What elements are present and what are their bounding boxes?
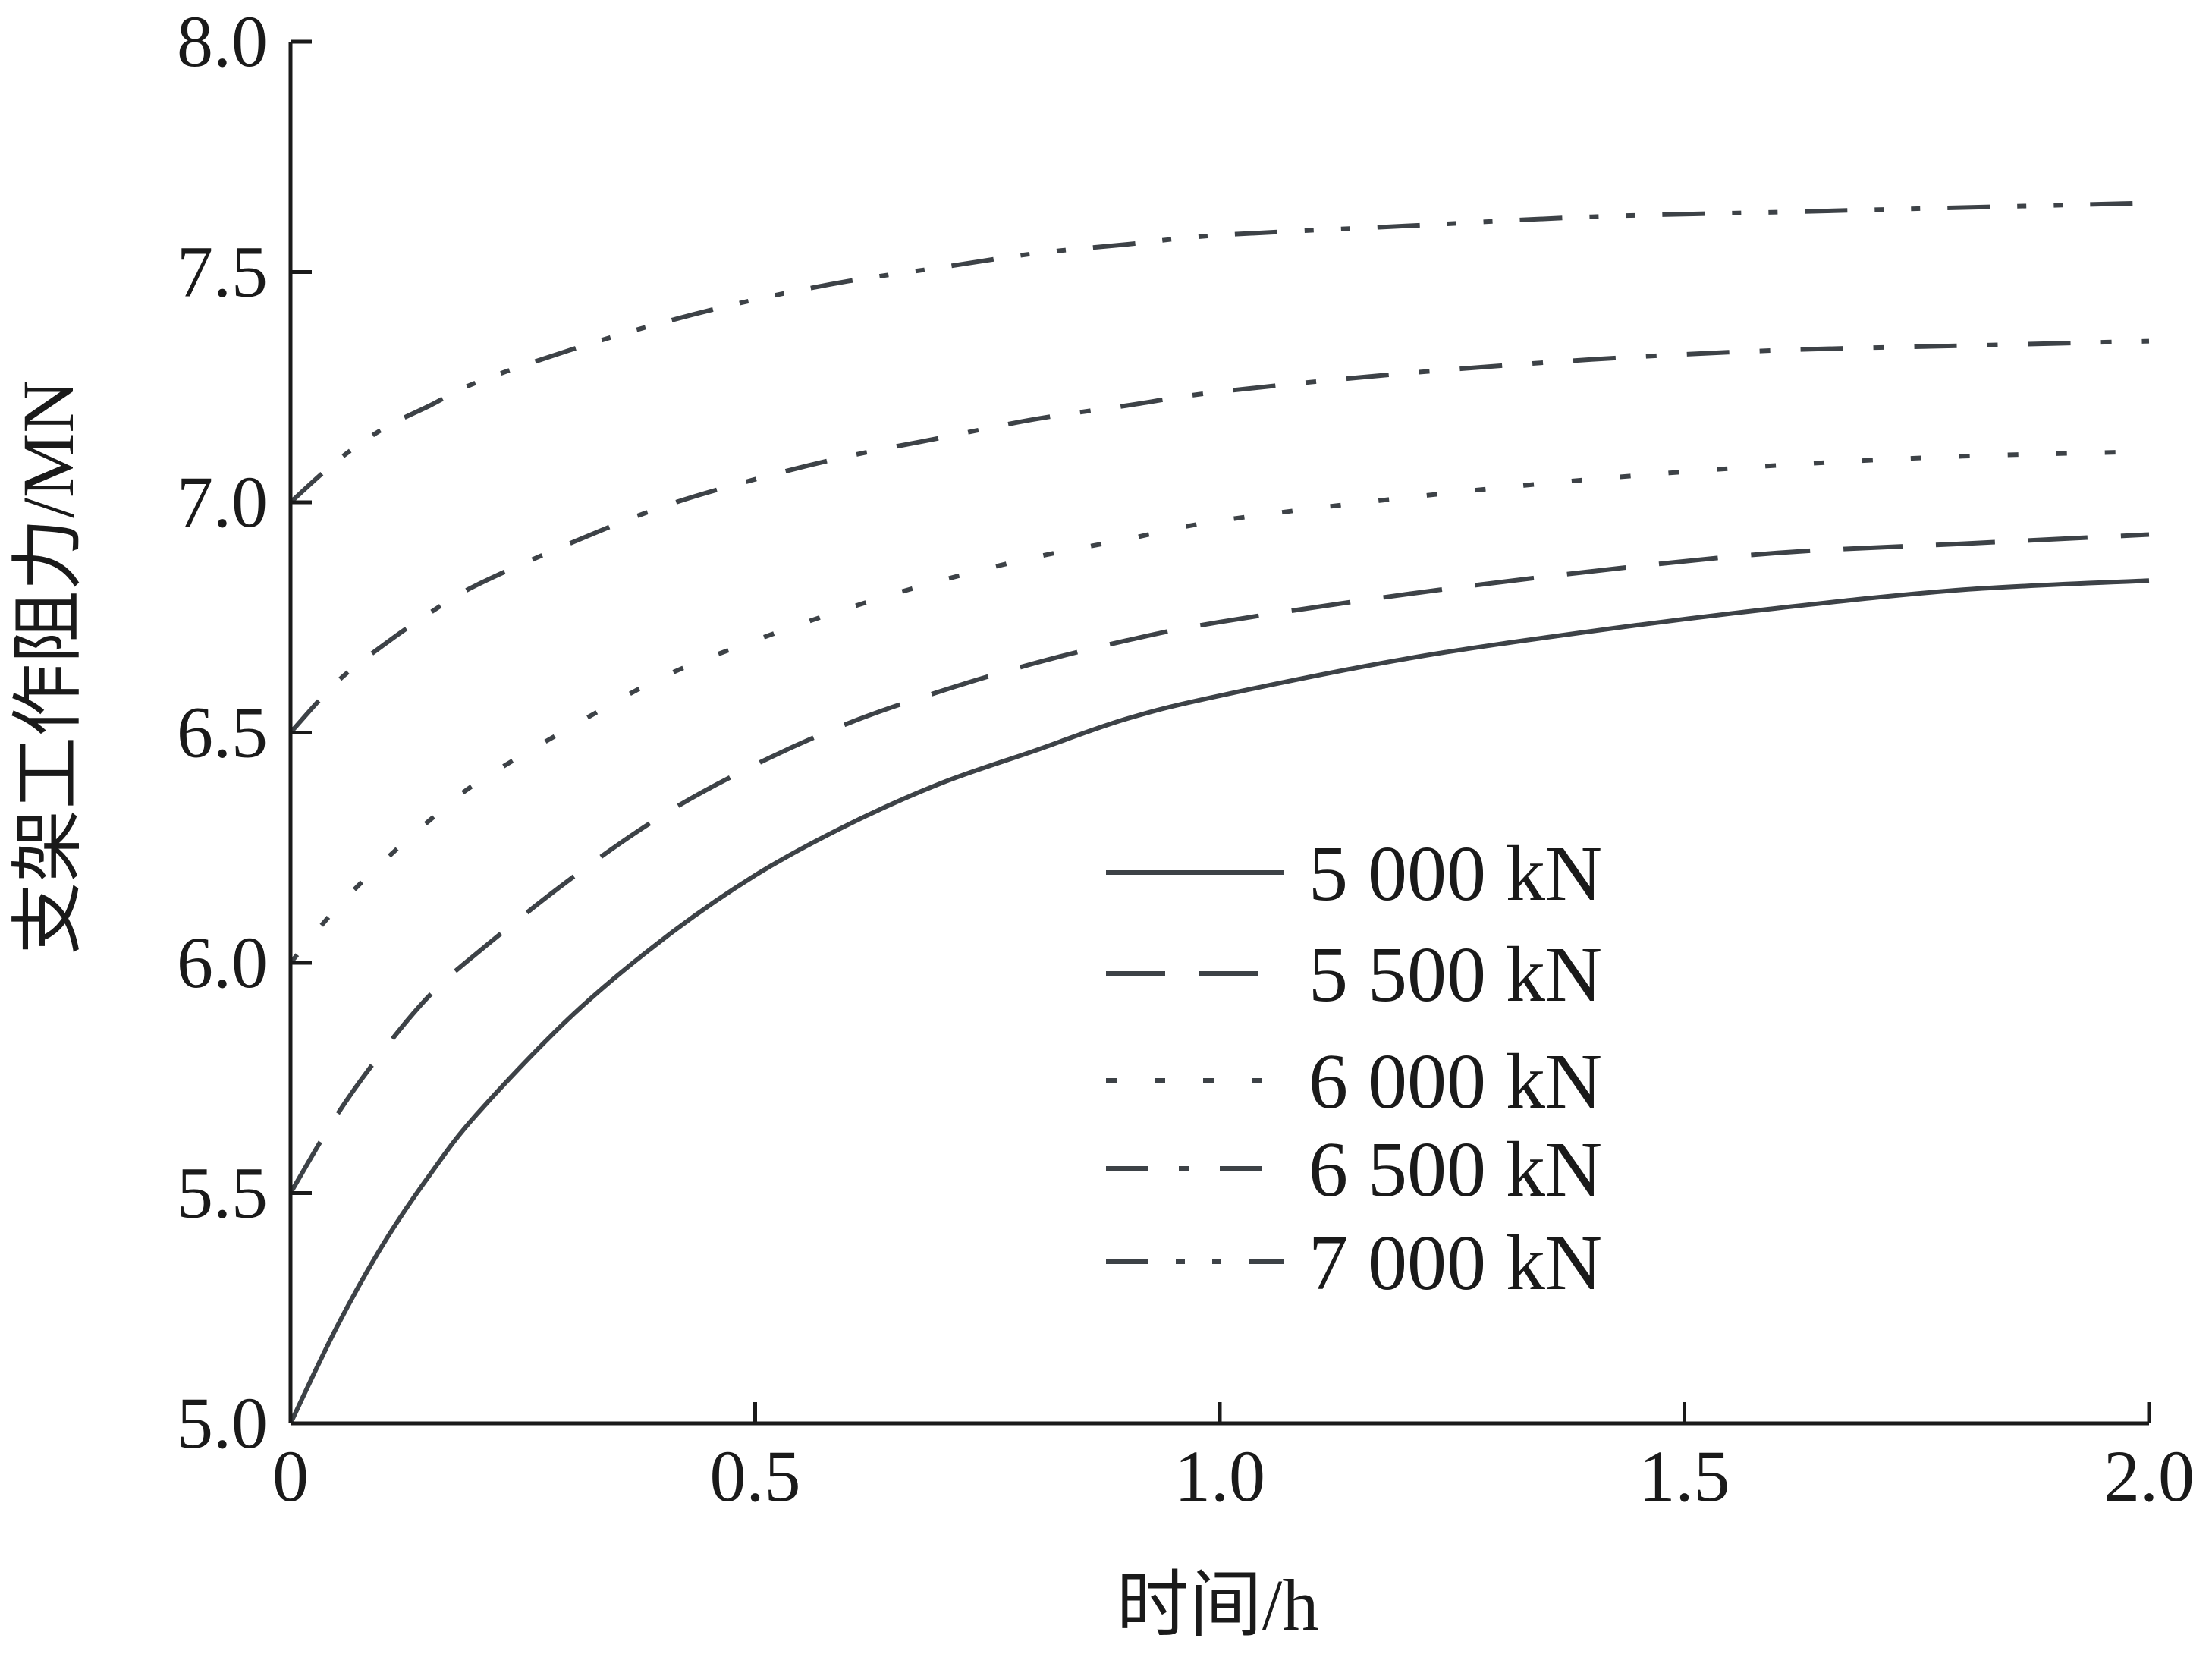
y-tick-label: 7.0: [177, 461, 268, 542]
legend-label-5000kn: 5 000 kN: [1309, 830, 1602, 917]
x-tick-label: 0: [272, 1435, 309, 1517]
series-line-5000kn: [288, 578, 2150, 1425]
x-tick-label: 0.5: [710, 1435, 801, 1517]
y-axis-title: 支架工作阻力/MN: [8, 380, 89, 954]
y-tick-label: 7.5: [177, 231, 268, 313]
x-tick-label: 1.5: [1639, 1435, 1730, 1517]
y-tick-label: 6.5: [177, 692, 268, 773]
series-line-5500kn: [288, 532, 2150, 1195]
y-tick-label: 5.0: [177, 1382, 268, 1464]
y-tick-label: 6.0: [177, 922, 268, 1003]
series-layer: [288, 200, 2150, 1425]
series-line-6500kn: [288, 338, 2150, 734]
legend-label-6000kn: 6 000 kN: [1309, 1038, 1602, 1125]
y-tick-label: 5.5: [177, 1152, 268, 1234]
ticks-layer: 0 0.5 1.0 1.5 2.0 5.0 5.5 6.0 6.5 7.0 7.5 8.0: [177, 1, 2195, 1517]
legend-label-5500kn: 5 500 kN: [1309, 931, 1602, 1018]
legend-label-7000kn: 7 000 kN: [1309, 1219, 1602, 1307]
x-axis-title: 时间/h: [1117, 1564, 1319, 1646]
x-tick-label: 1.0: [1174, 1435, 1265, 1517]
legend-label-6500kn: 6 500 kN: [1309, 1126, 1602, 1213]
series-line-6000kn: [288, 449, 2150, 964]
y-tick-label: 8.0: [177, 1, 268, 82]
legend: 5 000 kN 5 500 kN 6 000 kN6 500 kN7 000 kN: [1106, 830, 1602, 1307]
x-tick-label: 2.0: [2104, 1435, 2195, 1517]
